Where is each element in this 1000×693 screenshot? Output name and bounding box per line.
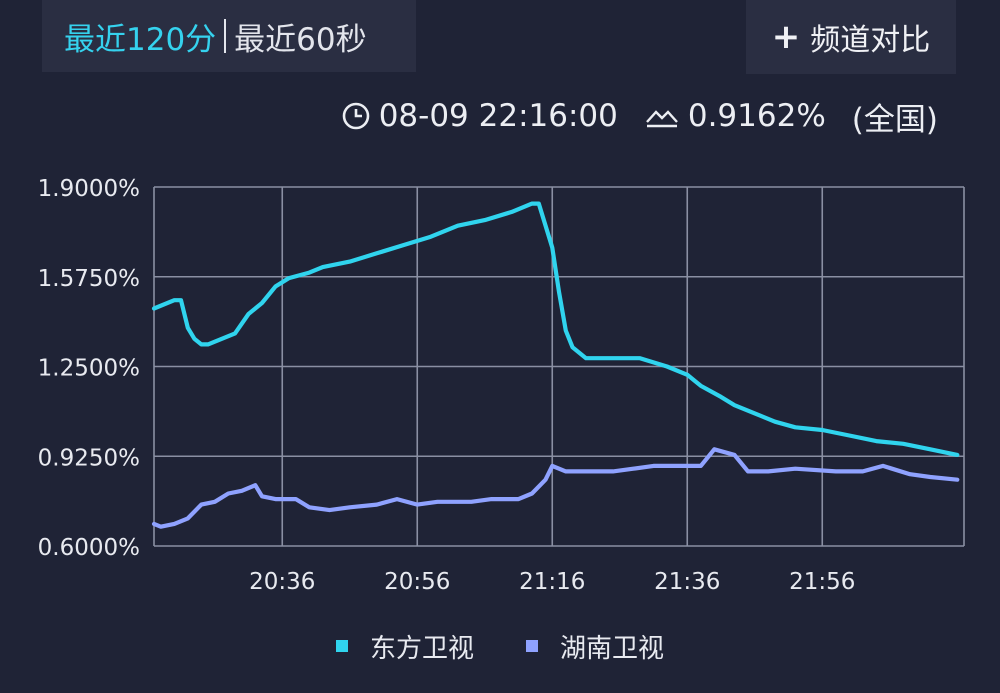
x-tick-label: 21:36 — [654, 569, 720, 595]
rating-line-chart: 0.6000% 0.9250% 1.2500% 1.5750% 1.9000% 20:36… — [38, 176, 965, 595]
trend-icon — [645, 110, 678, 128]
legend-label: 东方卫视 — [369, 633, 474, 664]
chart-legend: 东方卫视 湖南卫视 — [0, 626, 1000, 666]
region-label: (全国) — [851, 101, 938, 138]
tab-last-60-sec[interactable]: 最近60秒 — [234, 21, 367, 58]
y-tick-label: 0.9250% — [38, 445, 140, 471]
legend-item[interactable]: 东方卫视 — [335, 628, 474, 665]
rating-value: 0.9162% — [687, 98, 826, 134]
x-tick-label: 20:56 — [384, 569, 450, 595]
legend-swatch — [526, 640, 538, 652]
tab-last-120-min[interactable]: 最近120分 — [64, 21, 217, 58]
y-tick-label: 1.2500% — [38, 356, 140, 382]
y-tick-label: 0.6000% — [38, 535, 140, 561]
y-tick-label: 1.5750% — [38, 266, 140, 292]
plus-icon: + — [771, 17, 801, 57]
timestamp: 08-09 22:16:00 — [378, 98, 618, 134]
x-tick-label: 21:16 — [519, 569, 585, 595]
series-line-1 — [151, 201, 960, 457]
tab-divider — [224, 19, 227, 53]
y-tick-label: 1.9000% — [38, 176, 140, 202]
x-tick-label: 21:56 — [789, 569, 855, 595]
legend-swatch — [335, 640, 348, 652]
legend-label: 湖南卫视 — [560, 633, 665, 664]
x-tick-label: 20:36 — [249, 569, 315, 595]
time-range-tabs: 最近120分 最近60秒 — [42, 0, 416, 72]
series-line-2 — [151, 447, 960, 529]
channel-compare-label: 频道对比 — [810, 23, 931, 58]
clock-icon — [342, 102, 369, 130]
legend-item[interactable]: 湖南卫视 — [526, 628, 664, 665]
current-info: 08-09 22:16:00 0.9162% (全国) — [341, 94, 938, 138]
channel-compare-button[interactable]: + 频道对比 — [746, 0, 956, 74]
